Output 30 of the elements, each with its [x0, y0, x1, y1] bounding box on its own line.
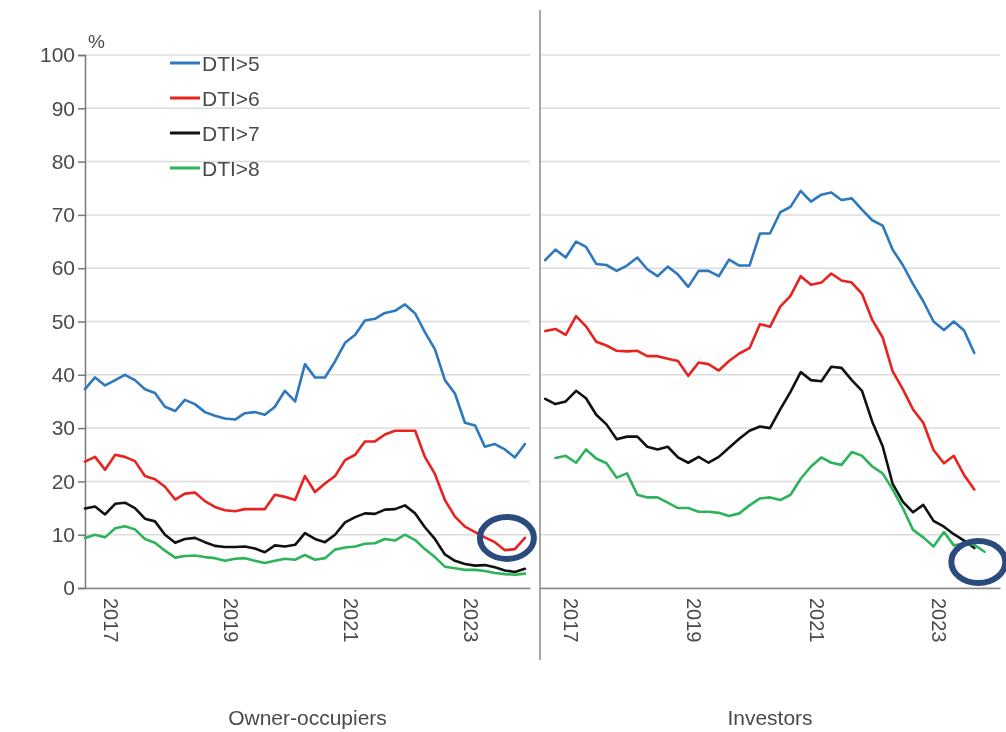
y-tick-label: 80 — [51, 149, 75, 173]
legend-label: DTI>7 — [202, 121, 260, 145]
line-series — [83, 501, 527, 574]
line-series — [83, 429, 527, 552]
legend-label: DTI>8 — [202, 156, 260, 180]
y-tick-label: 10 — [51, 522, 75, 546]
y-tick-label: 90 — [51, 96, 75, 120]
x-tick-label: 2017 — [99, 598, 122, 643]
x-tick-label: 2017 — [560, 598, 583, 643]
y-tick-label: 0 — [63, 576, 75, 600]
legend-label: DTI>6 — [202, 86, 260, 110]
legend-label: DTI>5 — [202, 51, 260, 75]
x-tick-label: 2023 — [928, 598, 951, 643]
x-axis-title: Investors — [727, 706, 813, 729]
x-tick-label: 2019 — [219, 598, 242, 643]
y-axis-title: % — [88, 31, 105, 52]
x-axis-title: Owner-occupiers — [228, 706, 387, 729]
x-tick-label: 2023 — [459, 598, 482, 643]
line-series — [83, 303, 527, 459]
y-tick-label: 100 — [39, 43, 75, 67]
y-tick-label: 30 — [51, 416, 75, 440]
y-tick-label: 40 — [51, 363, 75, 387]
line-series — [83, 524, 527, 576]
y-tick-label: 50 — [51, 309, 75, 333]
x-tick-label: 2021 — [805, 598, 828, 643]
y-tick-label: 70 — [51, 203, 75, 227]
x-tick-label: 2019 — [682, 598, 705, 643]
x-tick-label: 2021 — [339, 598, 362, 643]
y-tick-label: 20 — [51, 469, 75, 493]
y-tick-label: 60 — [51, 256, 75, 280]
